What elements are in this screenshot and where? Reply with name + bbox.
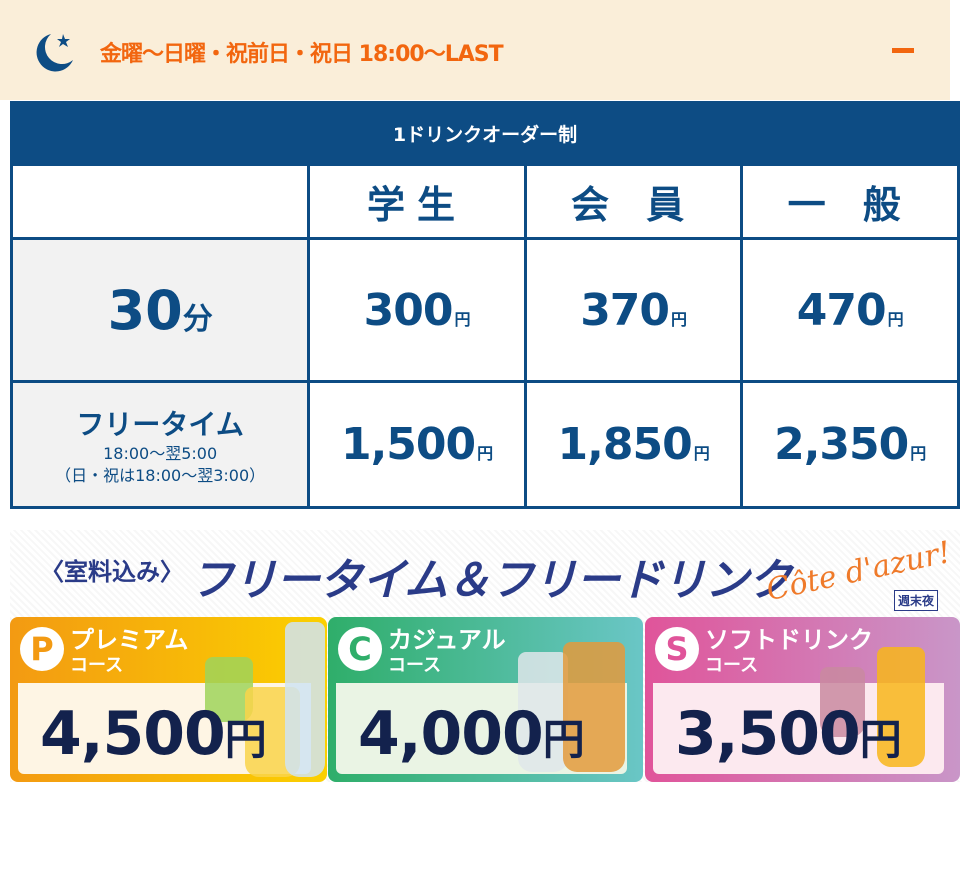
yen-unit: 円 <box>477 444 494 463</box>
course-name: プレミアム コース <box>70 627 188 679</box>
price-cell: 1,500 円 <box>307 380 527 509</box>
free-drink-banner: 〈室料込み〉 フリータイム＆フリードリンク Côte d'azur! 週末夜 P… <box>10 530 960 782</box>
column-header-general: 一 般 <box>740 163 960 240</box>
yen-unit: 円 <box>859 715 902 764</box>
price-value: 1,500 <box>340 419 476 470</box>
yen-unit: 円 <box>454 309 471 329</box>
duration-unit: 分 <box>182 301 213 337</box>
soft-drink-badge-icon: S <box>655 627 699 671</box>
course-name: ソフトドリンク コース <box>705 627 873 679</box>
column-header-student: 学生 <box>307 163 527 240</box>
yen-unit: 円 <box>887 309 904 329</box>
course-title: ソフトドリンク <box>705 626 873 654</box>
price-value: 4,000 <box>358 699 544 769</box>
course-card-premium: P プレミアム コース 4,500円 <box>10 617 327 782</box>
price-value: 3,500 <box>675 699 861 769</box>
price-cell: 1,850 円 <box>523 380 744 509</box>
banner-title: フリータイム＆フリードリンク <box>190 555 792 606</box>
course-price: 4,500円 <box>40 699 267 769</box>
smoothie-image <box>820 667 865 737</box>
price-value: 1,850 <box>557 419 693 470</box>
freetime-label: フリータイム <box>76 407 244 441</box>
casual-badge-icon: C <box>338 627 382 671</box>
yen-unit: 円 <box>693 444 710 463</box>
course-sub: コース <box>70 655 124 676</box>
moon-star-icon <box>36 34 73 72</box>
yen-unit: 円 <box>224 715 267 764</box>
course-price: 3,500円 <box>675 699 902 769</box>
schedule-title: 金曜〜日曜・祝前日・祝日 18:00〜LAST <box>100 42 504 67</box>
weekend-night-tag: 週末夜 <box>894 590 939 611</box>
collapse-minus-icon[interactable] <box>892 48 914 53</box>
corner-cell <box>9 163 311 240</box>
freetime-hours: 18:00〜翌5:00 <box>103 443 218 463</box>
course-sub: コース <box>705 655 759 676</box>
schedule-header[interactable]: 金曜〜日曜・祝前日・祝日 18:00〜LAST <box>0 0 950 100</box>
price-value: 470 <box>796 284 887 336</box>
price-value: 4,500 <box>40 699 226 769</box>
course-card-soft-drink: S ソフトドリンク コース 3,500円 <box>645 617 960 782</box>
yen-unit: 円 <box>671 309 688 329</box>
column-header-member: 会 員 <box>523 163 744 240</box>
sour-mug-image <box>563 642 625 772</box>
price-cell: 300 円 <box>307 237 527 383</box>
yen-unit: 円 <box>542 715 585 764</box>
course-sub: コース <box>388 655 442 676</box>
price-value: 300 <box>363 284 454 336</box>
yen-unit: 円 <box>910 444 927 463</box>
table-caption: 1ドリンクオーダー制 <box>10 101 960 166</box>
freetime-holiday-hours: （日・祝は18:00〜翌3:00） <box>55 465 266 485</box>
price-cell: 370 円 <box>523 237 744 383</box>
row-header-30min: 30分 <box>9 237 311 383</box>
table-row: フリータイム 18:00〜翌5:00 （日・祝は18:00〜翌3:00） 1,5… <box>9 380 960 509</box>
beer-tap-image <box>285 622 325 777</box>
price-value: 370 <box>580 284 670 336</box>
premium-badge-icon: P <box>20 627 64 671</box>
float-image <box>877 647 925 767</box>
course-title: プレミアム <box>70 626 189 654</box>
price-value: 2,350 <box>774 419 909 470</box>
row-header-freetime: フリータイム 18:00〜翌5:00 （日・祝は18:00〜翌3:00） <box>9 380 311 509</box>
price-table: 1ドリンクオーダー制 学生 会 員 一 般 30分 300 円 370 円 470 円… <box>9 101 960 509</box>
duration-value: 30 <box>107 278 183 342</box>
course-card-casual: C カジュアル コース 4,000円 <box>328 617 643 782</box>
price-cell: 470 円 <box>740 237 960 383</box>
course-name: カジュアル コース <box>388 627 506 679</box>
price-cell: 2,350 円 <box>740 380 960 509</box>
banner-prefix: 〈室料込み〉 <box>40 558 184 586</box>
course-price: 4,000円 <box>358 699 585 769</box>
table-row: 30分 300 円 370 円 470 円 <box>9 237 960 383</box>
course-title: カジュアル <box>388 626 506 654</box>
highball-image <box>518 652 568 772</box>
